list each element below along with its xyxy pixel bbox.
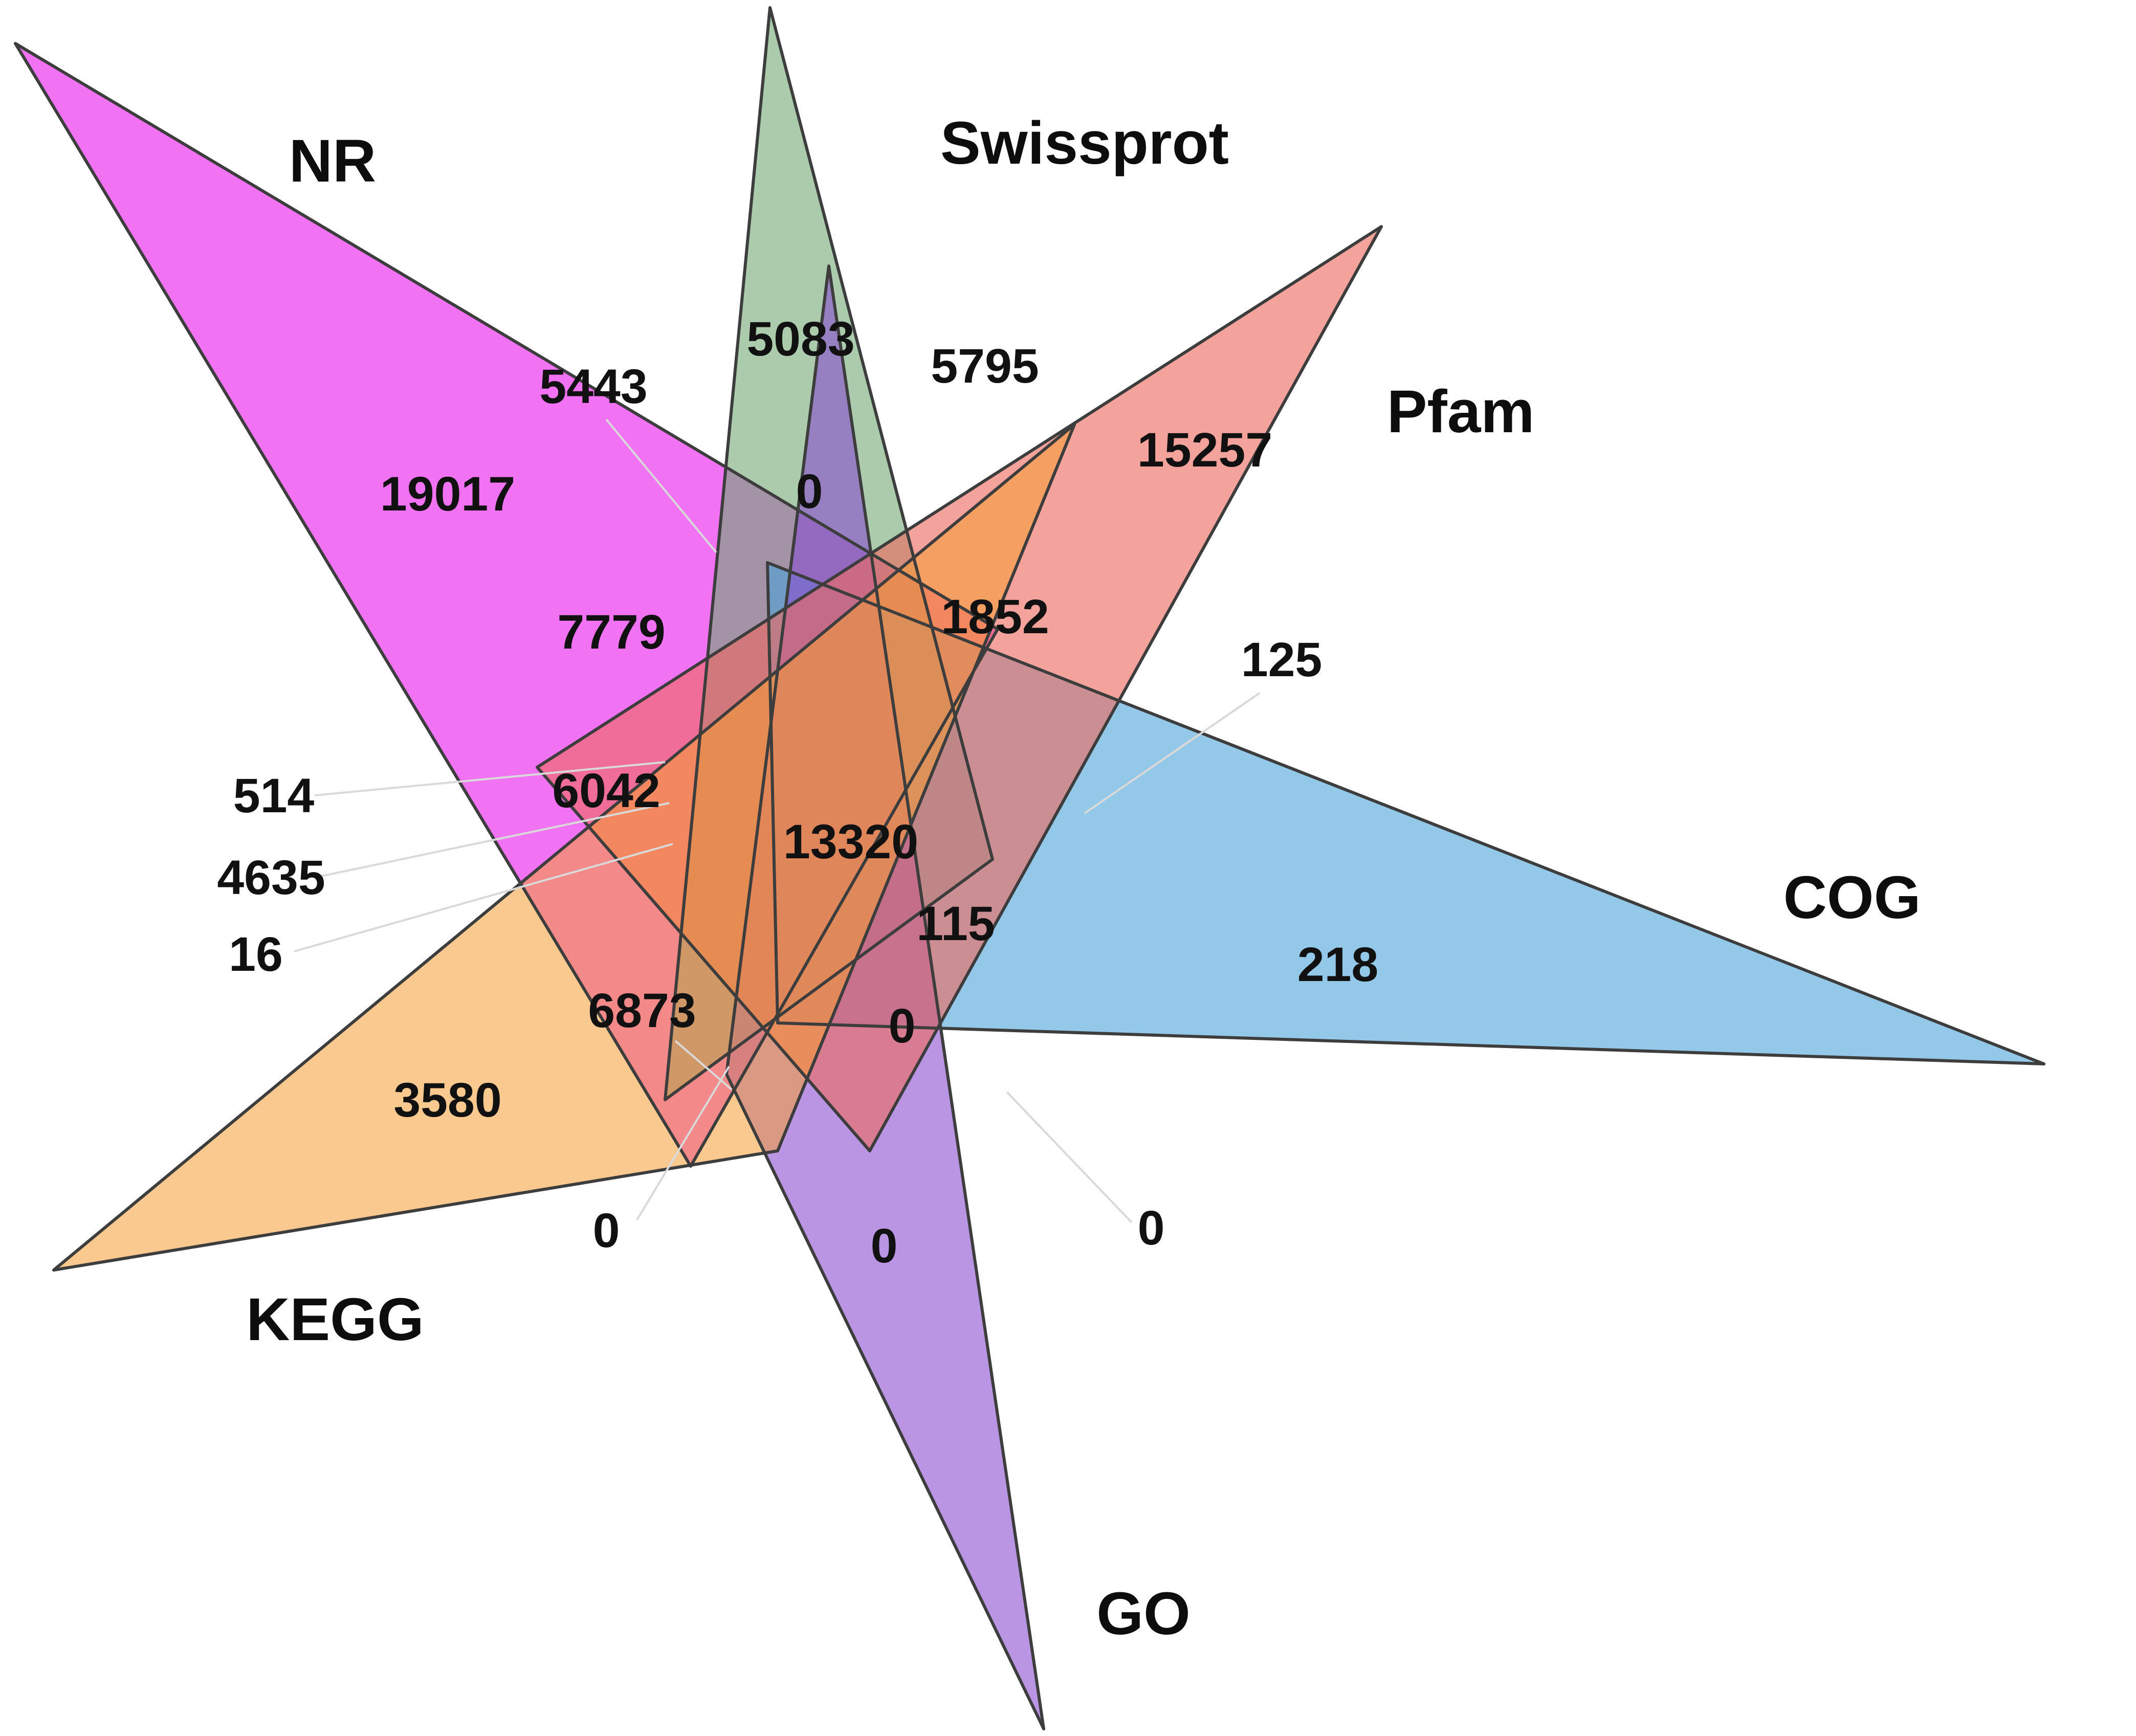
set-label-kegg: KEGG [246, 1286, 424, 1353]
region-count-nr-swissprot: 5443 [539, 360, 647, 414]
region-count-zero-bottom-left: 0 [593, 1204, 620, 1258]
set-labels-layer: NR Swissprot Pfam COG GO KEGG [246, 109, 1921, 1648]
region-count-kegg-pfam-band: 1852 [941, 590, 1049, 644]
region-count-kegg-only: 3580 [393, 1073, 501, 1127]
leader-lines-layer [294, 418, 1261, 1223]
region-count-count-4635: 4635 [217, 851, 325, 905]
region-count-count-115: 115 [916, 897, 995, 951]
region-count-zero-mid-center: 0 [889, 999, 916, 1053]
region-count-count-125: 125 [1241, 633, 1323, 687]
region-count-go-only: 0 [871, 1219, 898, 1273]
region-count-nr-only: 19017 [380, 467, 515, 521]
region-count-swissprot-only: 5083 [746, 312, 854, 366]
set-outline-cog [766, 561, 2045, 1065]
region-count-all-six: 13320 [783, 815, 918, 869]
region-count-count-6042: 6042 [552, 764, 660, 818]
region-count-count-514: 514 [233, 769, 315, 823]
region-count-count-16: 16 [229, 927, 283, 982]
set-label-pfam: Pfam [1387, 378, 1535, 446]
leader-line [294, 843, 673, 952]
region-count-count-7779: 7779 [557, 605, 665, 659]
region-count-cog-only: 218 [1297, 938, 1379, 992]
set-outline-nr [14, 42, 999, 1168]
leader-line [605, 418, 717, 553]
region-count-count-6873: 6873 [588, 984, 696, 1038]
set-outlines-layer [14, 6, 2045, 1730]
leader-line [314, 761, 666, 796]
set-label-swissprot: Swissprot [940, 109, 1229, 177]
set-label-cog: COG [1783, 864, 1921, 931]
set-outline-kegg [52, 423, 1076, 1272]
set-label-nr: NR [289, 127, 376, 195]
set-label-go: GO [1096, 1580, 1191, 1648]
set-outline-pfam [536, 225, 1383, 1152]
region-counts-layer: 19017 5083 15257 218 0 3580 5443 5795 1852 125 777… [217, 312, 1378, 1273]
leader-line [674, 1040, 733, 1090]
region-count-zero-top-center: 0 [796, 464, 823, 519]
leader-line [316, 802, 670, 878]
region-count-swissprot-pfam: 5795 [931, 339, 1039, 393]
set-outline-swissprot [664, 6, 994, 1101]
leader-line [1084, 692, 1261, 814]
leader-line [636, 1065, 730, 1221]
region-count-zero-bottom-right: 0 [1138, 1201, 1165, 1255]
leader-line [1006, 1091, 1133, 1223]
region-count-pfam-only: 15257 [1137, 423, 1272, 477]
